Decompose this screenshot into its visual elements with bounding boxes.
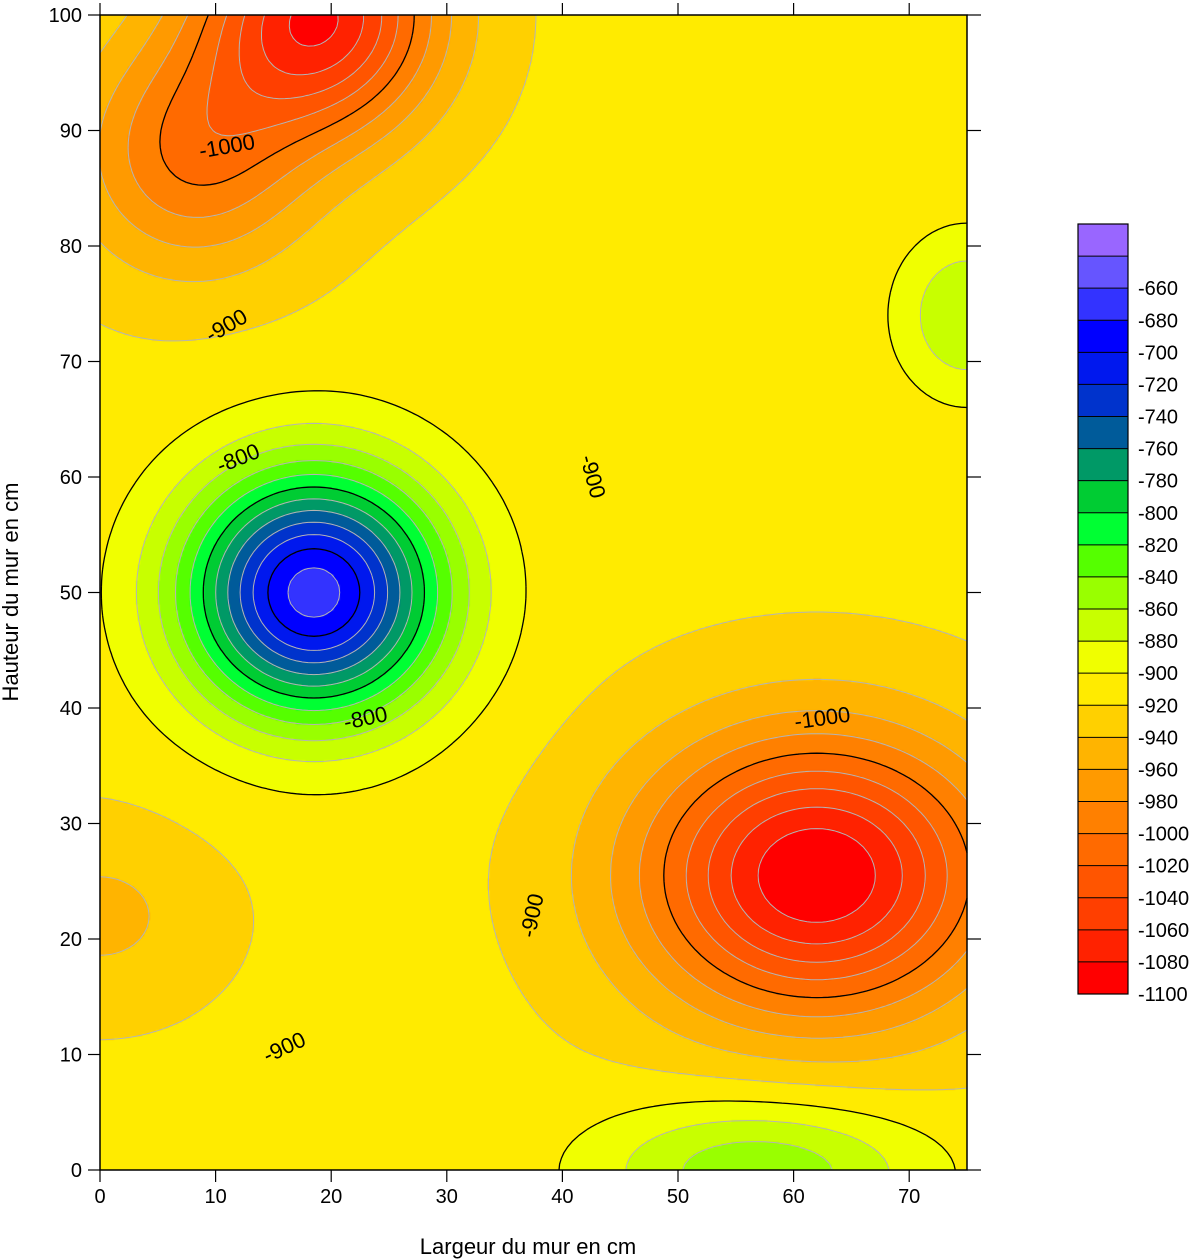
contour-line-900 xyxy=(100,222,968,1171)
legend-label: -680 xyxy=(1138,310,1178,332)
y-axis-title: Hauteur du mur en cm xyxy=(0,483,23,702)
legend-swatch xyxy=(1078,480,1128,514)
legend-swatch xyxy=(1078,673,1128,706)
legend-swatch xyxy=(1078,384,1128,417)
contour-line-800 xyxy=(202,486,426,699)
contour-lines xyxy=(99,14,968,1171)
legend-label: -920 xyxy=(1138,695,1178,717)
contour-line-960 xyxy=(99,14,968,1039)
contour-line-1020 xyxy=(206,14,948,981)
x-axis-title: Largeur du mur en cm xyxy=(420,1234,636,1259)
legend-swatch xyxy=(1078,961,1128,995)
legend-swatch xyxy=(1078,833,1128,867)
legend-label: -720 xyxy=(1138,374,1178,396)
legend-label: -1080 xyxy=(1138,952,1189,974)
legend-label: -660 xyxy=(1138,278,1178,300)
legend-swatch xyxy=(1078,897,1128,931)
contour-field xyxy=(100,15,967,1170)
legend-swatch xyxy=(1078,737,1128,770)
legend-swatch xyxy=(1078,256,1128,289)
x-tick-label: 40 xyxy=(551,1186,573,1208)
legend-swatch xyxy=(1078,416,1128,450)
legend-swatch xyxy=(1078,544,1128,578)
legend-swatch xyxy=(1078,705,1128,738)
y-tick-label: 100 xyxy=(49,5,82,27)
y-tick-label: 90 xyxy=(60,121,82,143)
y-tick-label: 80 xyxy=(60,236,82,258)
legend-label: -1000 xyxy=(1138,824,1189,846)
y-tick-label: 30 xyxy=(60,814,82,836)
contour-line-1000 xyxy=(159,14,968,999)
legend-label: -1100 xyxy=(1138,984,1188,1006)
legend-label: -860 xyxy=(1138,599,1178,621)
legend-label: -840 xyxy=(1138,567,1178,589)
y-tick-label: 40 xyxy=(60,698,82,720)
legend-label: -880 xyxy=(1138,631,1178,653)
legend-swatch xyxy=(1078,865,1128,899)
y-axis: 0 10 20 30 40 50 60 70 80 90 100 xyxy=(49,5,981,1182)
legend-swatch xyxy=(1078,609,1128,642)
legend-swatch xyxy=(1078,512,1128,546)
legend-frame xyxy=(1077,223,1129,995)
contour-line-980 xyxy=(127,14,968,1018)
legend-swatch xyxy=(1078,929,1128,963)
legend-label: -940 xyxy=(1138,727,1178,749)
legend-swatch xyxy=(1078,320,1128,353)
x-tick-label: 10 xyxy=(204,1186,226,1208)
legend-swatch xyxy=(1078,448,1128,482)
y-tick-label: 10 xyxy=(60,1045,82,1067)
y-tick-label: 20 xyxy=(60,929,82,951)
contour-line-1080 xyxy=(288,14,876,923)
legend-label: -1020 xyxy=(1138,856,1189,878)
contour-line-860 xyxy=(157,443,833,1171)
y-tick-label: 60 xyxy=(60,467,82,489)
legend-label: -960 xyxy=(1138,759,1178,781)
x-axis: 0 10 20 30 40 50 60 70 xyxy=(94,3,920,1208)
legend-label: -760 xyxy=(1138,439,1178,461)
colorbar-legend: -660 -680 -700 -720 -740 -760 -780 -800 -820 -840… xyxy=(1077,223,1189,1006)
legend-label: -740 xyxy=(1138,407,1178,429)
x-tick-label: 0 xyxy=(94,1186,105,1208)
x-tick-label: 70 xyxy=(898,1186,920,1208)
contour-line-760 xyxy=(227,509,401,676)
contour-line-920 xyxy=(99,15,968,1091)
legend-label: -800 xyxy=(1138,503,1178,525)
x-tick-label: 30 xyxy=(436,1186,458,1208)
legend-swatch xyxy=(1078,352,1128,385)
legend-swatch xyxy=(1078,288,1128,321)
contour-line-700 xyxy=(267,548,361,637)
legend-label: -900 xyxy=(1138,663,1178,685)
legend-label: -1060 xyxy=(1138,920,1189,942)
legend-swatch xyxy=(1078,641,1128,674)
legend-label: -1040 xyxy=(1138,888,1189,910)
y-tick-label: 0 xyxy=(71,1160,82,1182)
y-tick-label: 50 xyxy=(60,583,82,605)
legend-label: -980 xyxy=(1138,792,1178,814)
contour-line-840 xyxy=(175,460,453,725)
x-tick-label: 50 xyxy=(667,1186,689,1208)
x-tick-label: 20 xyxy=(320,1186,342,1208)
legend-swatch xyxy=(1078,801,1128,835)
legend-swatch xyxy=(1078,769,1128,802)
legend-swatch xyxy=(1078,576,1128,610)
contour-line-720 xyxy=(252,534,376,651)
contour-line-680 xyxy=(287,567,341,618)
contour-line-740 xyxy=(239,521,389,664)
x-tick-label: 60 xyxy=(782,1186,804,1208)
legend-label: -700 xyxy=(1138,342,1178,364)
legend-label: -820 xyxy=(1138,535,1178,557)
legend-swatch xyxy=(1078,224,1128,257)
contour-line-820 xyxy=(189,473,439,712)
contour-line-1060 xyxy=(261,14,903,945)
legend-label: -780 xyxy=(1138,471,1178,493)
contour-line-1040 xyxy=(238,14,926,963)
contour-line-780 xyxy=(215,498,413,687)
plot-area: -1000-900-800-800-900-1000-900-900 xyxy=(99,14,968,1171)
y-tick-label: 70 xyxy=(60,352,82,374)
contour-line-940 xyxy=(99,14,968,1063)
